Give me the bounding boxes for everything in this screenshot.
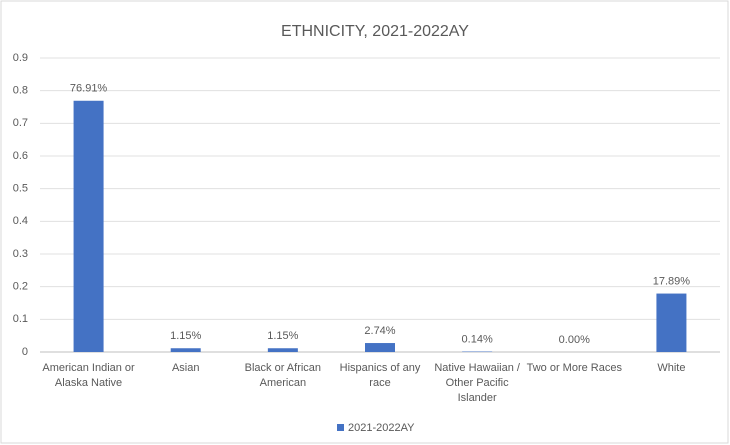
y-tick-label: 0.5 — [13, 183, 28, 195]
x-tick-label: White — [657, 362, 686, 374]
y-tick-label: 0.3 — [13, 248, 28, 260]
bar — [73, 100, 104, 352]
x-tick-label: Hispanics of any race — [339, 362, 421, 389]
bar — [365, 343, 395, 352]
data-label: 76.91% — [70, 83, 108, 95]
x-tick-label-box: Native Hawaiian / Other Pacific Islander — [434, 362, 520, 404]
y-tick-label: 0 — [22, 346, 28, 358]
x-tick-label-box: Black or African American — [244, 362, 322, 389]
legend-label: 2021-2022AY — [348, 422, 415, 434]
x-tick-label: American Indian or Alaska Native — [42, 362, 135, 389]
bar — [656, 293, 687, 352]
data-label: 1.15% — [170, 330, 201, 342]
x-tick-label: Native Hawaiian / Other Pacific Islander — [434, 362, 520, 404]
x-tick-label-box: Asian — [171, 362, 200, 374]
data-label: 0.14% — [462, 333, 493, 345]
y-tick-label: 0.6 — [13, 150, 28, 162]
legend-swatch — [337, 424, 344, 431]
chart-title: ETHNICITY, 2021-2022AY — [281, 23, 469, 40]
y-tick-label: 0.7 — [13, 117, 28, 129]
x-tick-label: Black or African American — [244, 362, 322, 389]
x-tick-label: Asian — [171, 362, 200, 374]
data-label: 17.89% — [653, 275, 691, 287]
data-label: 2.74% — [364, 325, 395, 337]
bar — [267, 348, 298, 352]
data-label: 1.15% — [267, 330, 298, 342]
y-tick-label: 0.1 — [13, 313, 28, 325]
y-tick-label: 0.2 — [13, 281, 28, 293]
y-tick-label: 0.9 — [13, 52, 28, 64]
x-tick-label-box: Hispanics of any race — [339, 362, 421, 389]
x-tick-label-box: White — [657, 362, 686, 374]
x-tick-label-box: Two or More Races — [526, 362, 622, 374]
y-tick-label: 0.8 — [13, 85, 28, 97]
y-tick-label: 0.4 — [13, 215, 28, 227]
data-label: 0.00% — [559, 334, 590, 346]
x-tick-label: Two or More Races — [526, 362, 622, 374]
x-tick-label-box: American Indian or Alaska Native — [42, 362, 135, 389]
bar — [170, 348, 201, 352]
